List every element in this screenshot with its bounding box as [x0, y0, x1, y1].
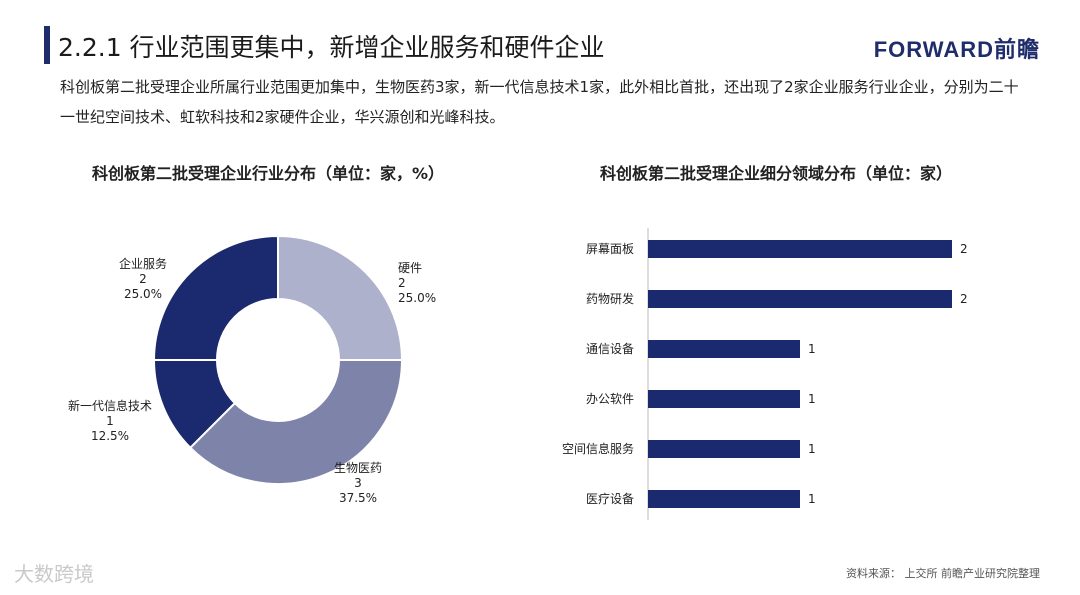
- bar-value-label: 1: [808, 392, 816, 406]
- pie-slice-label: 硬件 2 25.0%: [398, 261, 436, 305]
- bar: [648, 490, 800, 508]
- bar-value-label: 2: [960, 292, 968, 306]
- page-title: 2.2.1 行业范围更集中，新增企业服务和硬件企业: [58, 33, 605, 62]
- bar: [648, 240, 952, 258]
- bar-value-label: 1: [808, 442, 816, 456]
- bar-category-label: 屏幕面板: [586, 242, 634, 256]
- bar-category-label: 医疗设备: [586, 492, 634, 506]
- bar-value-label: 1: [808, 342, 816, 356]
- source-note: 资料来源： 上交所 前瞻产业研究院整理: [846, 567, 1040, 580]
- bar-category-label: 空间信息服务: [562, 441, 634, 456]
- corner-watermark: 大数跨境: [14, 562, 94, 586]
- intro-paragraph: 科创板第二批受理企业所属行业范围更加集中，生物医药3家，新一代信息技术1家，此外…: [60, 78, 1019, 126]
- bar-category-label: 通信设备: [586, 342, 634, 356]
- pie-slice: [277, 234, 404, 361]
- bar-value-label: 1: [808, 492, 816, 506]
- title-accent-bar: [44, 26, 50, 64]
- bar: [648, 440, 800, 458]
- brand-logo: FORWARD前瞻: [873, 37, 1040, 62]
- pie-slice: [152, 234, 279, 361]
- bar-category-label: 办公软件: [586, 391, 634, 406]
- pie-slice: [188, 359, 404, 485]
- pie-slice-label: 生物医药 3 37.5%: [334, 461, 382, 505]
- bar: [648, 340, 800, 358]
- bar-chart-title: 科创板第二批受理企业细分领域分布（单位：家）: [600, 164, 953, 183]
- bar: [648, 390, 800, 408]
- bar-value-label: 2: [960, 242, 968, 256]
- pie-slice-label: 新一代信息技术 1 12.5%: [68, 398, 152, 443]
- bar: [648, 290, 952, 308]
- pie-chart-title: 科创板第二批受理企业行业分布（单位：家，%）: [92, 164, 445, 183]
- pie-slice-label: 企业服务 2 25.0%: [119, 256, 167, 301]
- bar-category-label: 药物研发: [586, 291, 634, 306]
